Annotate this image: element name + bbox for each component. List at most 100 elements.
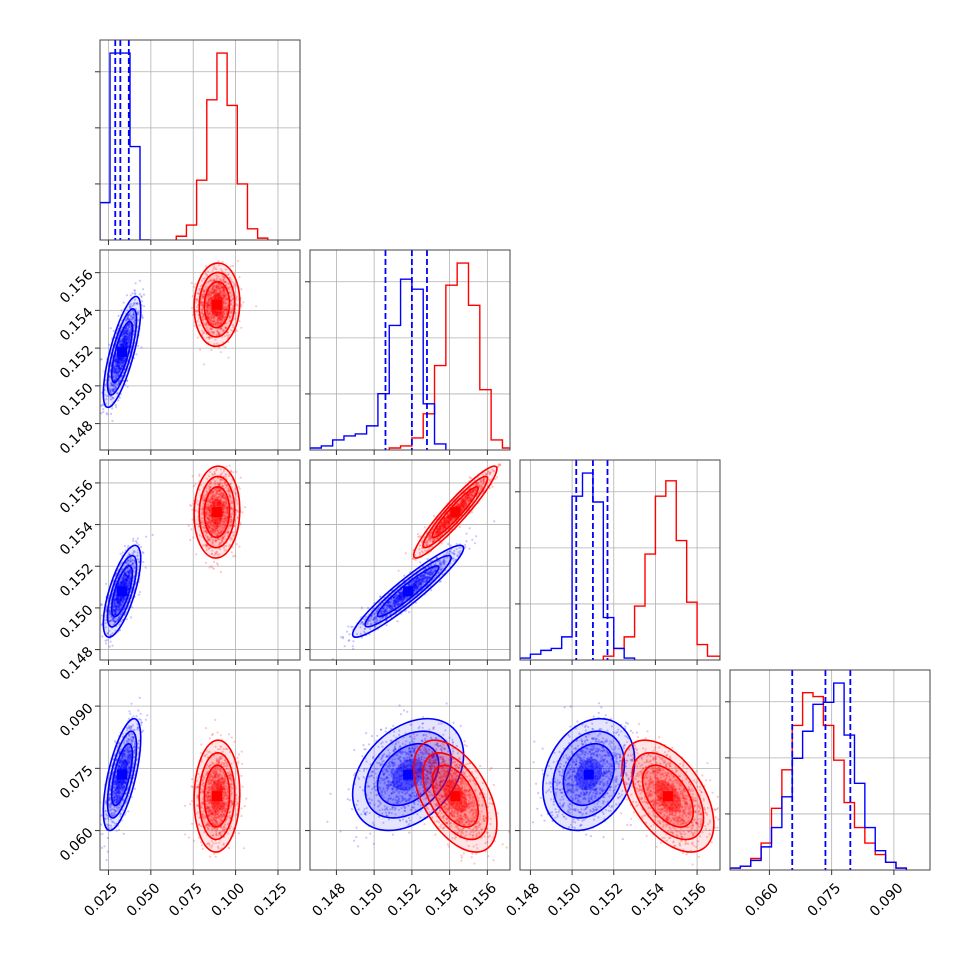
sample-point bbox=[122, 580, 125, 583]
sample-point bbox=[209, 297, 212, 300]
sample-point bbox=[110, 615, 114, 618]
sample-point bbox=[118, 605, 121, 609]
sample-point bbox=[202, 293, 205, 296]
sample-point bbox=[218, 292, 221, 295]
sample-point bbox=[114, 608, 117, 611]
sample-point bbox=[114, 378, 117, 381]
sample-point bbox=[215, 311, 218, 314]
sample-point bbox=[222, 286, 225, 289]
sample-point bbox=[231, 298, 235, 301]
sample-point bbox=[125, 342, 128, 346]
sample-point bbox=[129, 330, 132, 333]
sample-point bbox=[211, 285, 214, 289]
sample-point bbox=[220, 297, 223, 300]
sample-point bbox=[202, 363, 205, 366]
sample-point bbox=[136, 344, 140, 347]
sample-point bbox=[115, 597, 118, 600]
sample-point bbox=[117, 603, 120, 606]
sample-point bbox=[117, 370, 120, 373]
sample-point bbox=[230, 309, 233, 312]
sample-point bbox=[214, 295, 217, 299]
sample-point bbox=[123, 339, 126, 342]
sample-point bbox=[113, 371, 116, 374]
sample-point bbox=[213, 316, 216, 320]
sample-point bbox=[130, 560, 133, 563]
sample-point bbox=[124, 574, 128, 578]
sample-point bbox=[215, 293, 218, 296]
sample-point bbox=[116, 364, 119, 367]
sample-point bbox=[215, 312, 218, 315]
sample-point bbox=[216, 286, 219, 289]
sample-point bbox=[228, 288, 231, 291]
sample-point bbox=[121, 575, 124, 578]
sample-point bbox=[204, 301, 207, 304]
sample-point bbox=[224, 281, 227, 284]
sample-point bbox=[112, 617, 115, 620]
sample-point bbox=[122, 332, 125, 335]
sample-point bbox=[207, 303, 210, 306]
sample-point bbox=[119, 358, 122, 361]
sample-point bbox=[191, 518, 194, 521]
sample-point bbox=[203, 290, 206, 293]
sample-point bbox=[133, 289, 136, 292]
sample-point bbox=[221, 299, 224, 302]
sample-point bbox=[125, 329, 128, 332]
sample-point bbox=[111, 644, 114, 647]
sample-point bbox=[218, 313, 221, 316]
sample-point bbox=[128, 333, 131, 336]
sample-point bbox=[125, 379, 129, 382]
sample-point bbox=[122, 359, 126, 362]
sample-point bbox=[117, 360, 120, 363]
sample-point bbox=[119, 596, 122, 599]
sample-point bbox=[220, 319, 223, 322]
sample-point bbox=[121, 343, 124, 346]
sample-point bbox=[110, 395, 113, 398]
sample-point bbox=[118, 370, 121, 373]
sample-point bbox=[222, 307, 225, 311]
sample-point bbox=[201, 300, 204, 303]
sample-point bbox=[223, 295, 226, 298]
sample-point bbox=[212, 265, 215, 269]
sample-point bbox=[140, 346, 143, 349]
sample-point bbox=[211, 311, 214, 314]
sample-point bbox=[116, 604, 119, 607]
sample-point bbox=[113, 598, 117, 601]
histogram-0000ff bbox=[100, 52, 150, 240]
sample-point bbox=[137, 565, 140, 568]
sample-point bbox=[223, 288, 226, 291]
sample-point bbox=[119, 598, 122, 601]
sample-point bbox=[112, 366, 115, 370]
sample-point bbox=[214, 290, 217, 293]
sample-point bbox=[142, 293, 146, 296]
sample-point bbox=[227, 331, 230, 334]
sample-point bbox=[114, 365, 117, 368]
sample-point bbox=[207, 300, 210, 303]
histogram-0000ff bbox=[310, 278, 447, 450]
sample-point bbox=[127, 336, 130, 339]
sample-point bbox=[113, 612, 116, 615]
sample-point bbox=[215, 333, 218, 336]
sample-point bbox=[133, 323, 136, 326]
sample-point bbox=[116, 596, 119, 599]
sample-point bbox=[230, 469, 233, 472]
sample-point bbox=[216, 330, 220, 333]
sample-point bbox=[212, 285, 215, 288]
y-tick-label: 0.154 bbox=[57, 305, 97, 345]
sample-point bbox=[208, 319, 211, 322]
sample-point bbox=[115, 364, 118, 367]
sample-point bbox=[226, 304, 229, 307]
sample-point bbox=[213, 288, 216, 291]
sample-point bbox=[120, 309, 123, 312]
sample-point bbox=[229, 456, 231, 458]
sample-point bbox=[125, 334, 128, 337]
sample-point bbox=[132, 329, 135, 332]
sample-point bbox=[121, 581, 124, 584]
contour-line bbox=[110, 320, 134, 384]
sample-point bbox=[129, 616, 132, 619]
sample-point bbox=[119, 329, 122, 332]
sample-point bbox=[114, 358, 118, 361]
plot-area bbox=[100, 456, 247, 655]
sample-point bbox=[212, 291, 215, 294]
